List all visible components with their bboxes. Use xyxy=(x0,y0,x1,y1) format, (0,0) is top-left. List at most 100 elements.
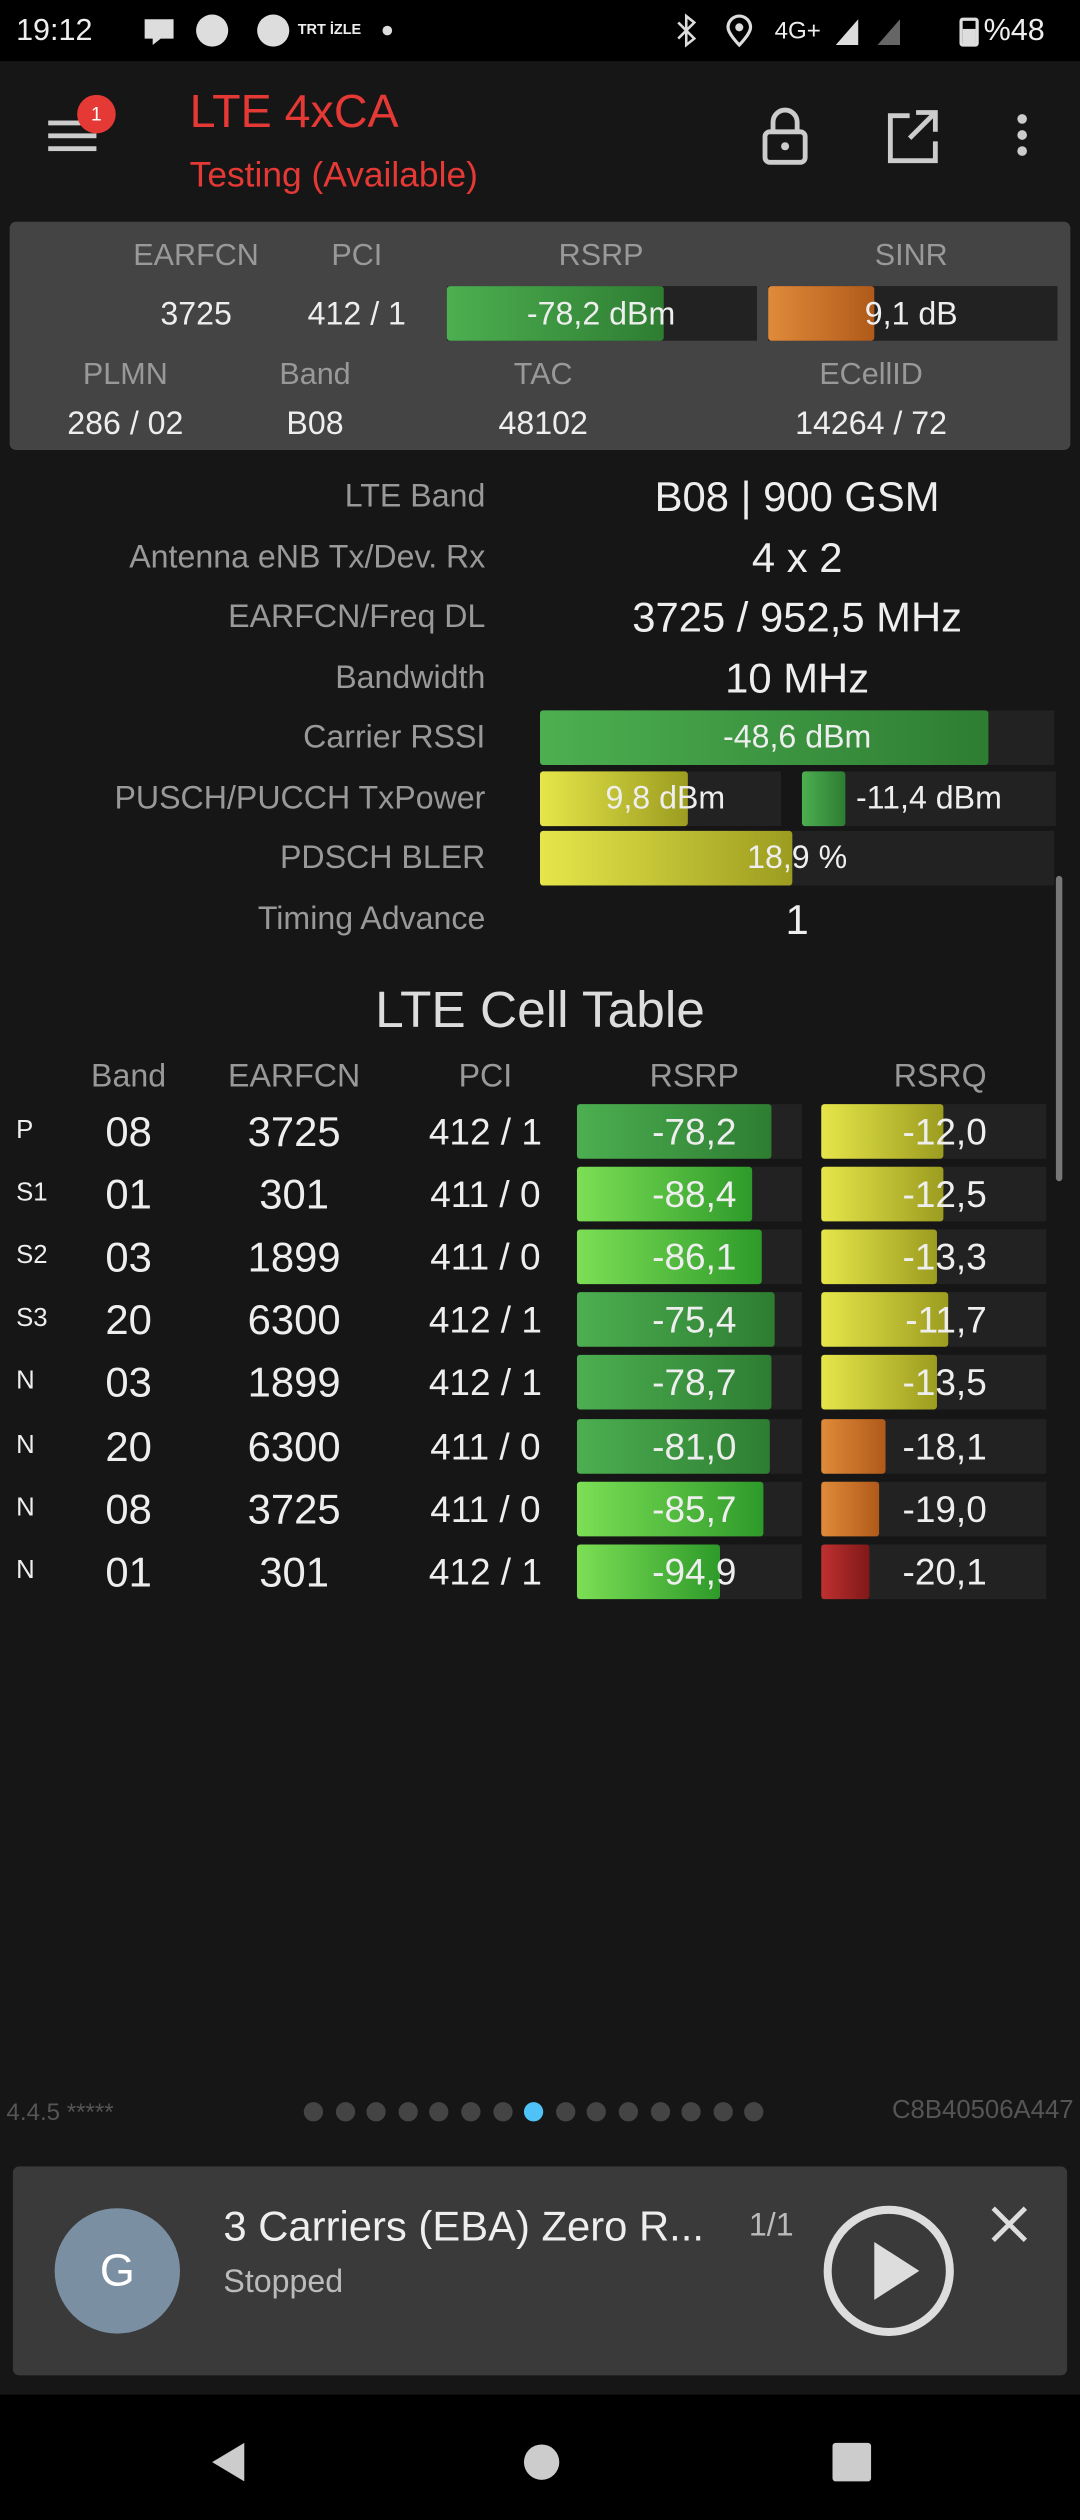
column-header: EARFCN xyxy=(228,1059,361,1095)
cell-rsrp: -86,1 xyxy=(652,1235,737,1277)
page-dot xyxy=(461,2102,481,2122)
detail-label: Carrier RSSI xyxy=(303,720,486,756)
cell-type: S1 xyxy=(16,1179,48,1207)
nav-buttons[interactable] xyxy=(193,2427,884,2498)
cell-earfcn: 1899 xyxy=(247,1358,341,1407)
cell-pci: 412 / 1 xyxy=(428,1297,542,1340)
page-dot xyxy=(492,2102,513,2122)
cell-rsrq: -11,7 xyxy=(905,1297,987,1340)
bar xyxy=(821,1481,880,1537)
title: LTE 4xCA xyxy=(189,85,399,138)
column-header: RSRQ xyxy=(893,1059,987,1095)
cell-earfcn: 1899 xyxy=(247,1232,341,1281)
player-controls[interactable] xyxy=(820,2202,1045,2340)
bar xyxy=(576,1229,762,1285)
badge-bg xyxy=(77,94,116,134)
player-count: 1/1 xyxy=(748,2208,794,2244)
page-dot xyxy=(744,2102,765,2122)
summary-header: EARFCN xyxy=(133,238,259,273)
detail-label: EARFCN/Freq DL xyxy=(228,599,486,635)
page-dot xyxy=(681,2102,702,2122)
cell-rsrq: -12,5 xyxy=(902,1172,987,1215)
bar xyxy=(821,1354,937,1410)
cell-earfcn: 3725 xyxy=(247,1107,341,1156)
cell-rsrp: -88,4 xyxy=(652,1172,737,1215)
bar xyxy=(768,286,875,341)
cell-band: 01 xyxy=(105,1547,152,1596)
summary-value: 9,1 dB xyxy=(864,297,958,333)
subtitle: Testing (Available) xyxy=(189,154,478,195)
cell-pci: 411 / 0 xyxy=(430,1172,541,1215)
summary-value: 14264 / 72 xyxy=(795,406,948,442)
detail-value: 9,8 dBm xyxy=(605,781,726,817)
bar xyxy=(576,1292,775,1347)
bar xyxy=(576,1419,770,1474)
bar xyxy=(576,1354,772,1410)
cell-type: S2 xyxy=(16,1242,48,1270)
cell-type: P xyxy=(16,1116,34,1145)
page-dot xyxy=(335,2102,355,2122)
cell-type: N xyxy=(16,1494,35,1522)
cell-band: 08 xyxy=(105,1107,152,1156)
summary-value: 3725 xyxy=(160,297,232,333)
page-dot xyxy=(713,2102,733,2122)
toolbar-icons[interactable] xyxy=(759,106,1048,170)
detail-value: 10 MHz xyxy=(725,654,870,703)
cell-type: S3 xyxy=(16,1305,48,1333)
page-dot xyxy=(398,2102,418,2122)
clock: 19:12 xyxy=(16,13,93,48)
cell-pci: 411 / 0 xyxy=(430,1424,541,1467)
summary-header: Band xyxy=(279,357,351,392)
summary-value: 48102 xyxy=(498,406,588,442)
status-icons xyxy=(144,14,393,47)
bar xyxy=(540,771,688,827)
detail-label: PUSCH/PUCCH TxPower xyxy=(114,781,486,817)
cell-earfcn: 6300 xyxy=(247,1295,341,1344)
bar xyxy=(446,286,664,341)
page-dot xyxy=(303,2102,324,2122)
battery: %48 xyxy=(983,13,1045,48)
detail-label: LTE Band xyxy=(344,478,486,515)
detail-label: Antenna eNB Tx/Dev. Rx xyxy=(129,540,486,576)
cell-rsrq: -20,1 xyxy=(902,1550,987,1592)
bar xyxy=(821,1419,886,1474)
cell-rsrq: -12,0 xyxy=(902,1109,987,1152)
version: 4.4.5 ***** xyxy=(6,2098,114,2126)
page-dot xyxy=(555,2102,576,2122)
avatar-letter: G xyxy=(99,2245,135,2296)
player-status: Stopped xyxy=(223,2264,344,2300)
cell-earfcn: 301 xyxy=(259,1547,329,1596)
bar xyxy=(821,1104,944,1159)
page-dot xyxy=(524,2102,544,2122)
detail-value: -11,4 dBm xyxy=(855,781,1002,817)
detail-value: 1 xyxy=(785,895,809,944)
cell-rsrp: -78,2 xyxy=(652,1109,737,1152)
column-header: PCI xyxy=(458,1059,513,1095)
summary-value: B08 xyxy=(286,406,344,442)
cell-earfcn: 3725 xyxy=(247,1485,341,1534)
cell-band: 01 xyxy=(105,1170,152,1219)
bar xyxy=(821,1544,870,1600)
device-id: C8B40506A447 xyxy=(891,2097,1074,2125)
cell-rsrp: -78,7 xyxy=(652,1360,737,1403)
network: 4G+ xyxy=(774,16,821,45)
detail-value: -48,6 dBm xyxy=(723,720,872,756)
bar xyxy=(576,1481,764,1537)
summary-value: -78,2 dBm xyxy=(526,297,676,333)
cell-rsrq: -13,5 xyxy=(902,1360,987,1403)
cell-rsrq: -18,1 xyxy=(902,1424,987,1467)
cell-pci: 412 / 1 xyxy=(428,1550,542,1592)
detail-label: Timing Advance xyxy=(257,901,486,937)
menu-button[interactable] xyxy=(45,113,103,161)
page-dot xyxy=(429,2102,450,2122)
badge: 1 xyxy=(91,102,102,126)
cell-rsrq: -13,3 xyxy=(902,1235,987,1277)
detail-value: 3725 / 952,5 MHz xyxy=(632,593,963,642)
summary-header: TAC xyxy=(513,357,573,392)
table-title: LTE Cell Table xyxy=(375,980,705,1039)
bar xyxy=(576,1104,772,1159)
cell-earfcn: 6300 xyxy=(247,1422,341,1471)
cell-rsrq: -19,0 xyxy=(902,1487,987,1530)
detail-value: 18,9 % xyxy=(747,840,848,876)
bar xyxy=(801,771,846,827)
